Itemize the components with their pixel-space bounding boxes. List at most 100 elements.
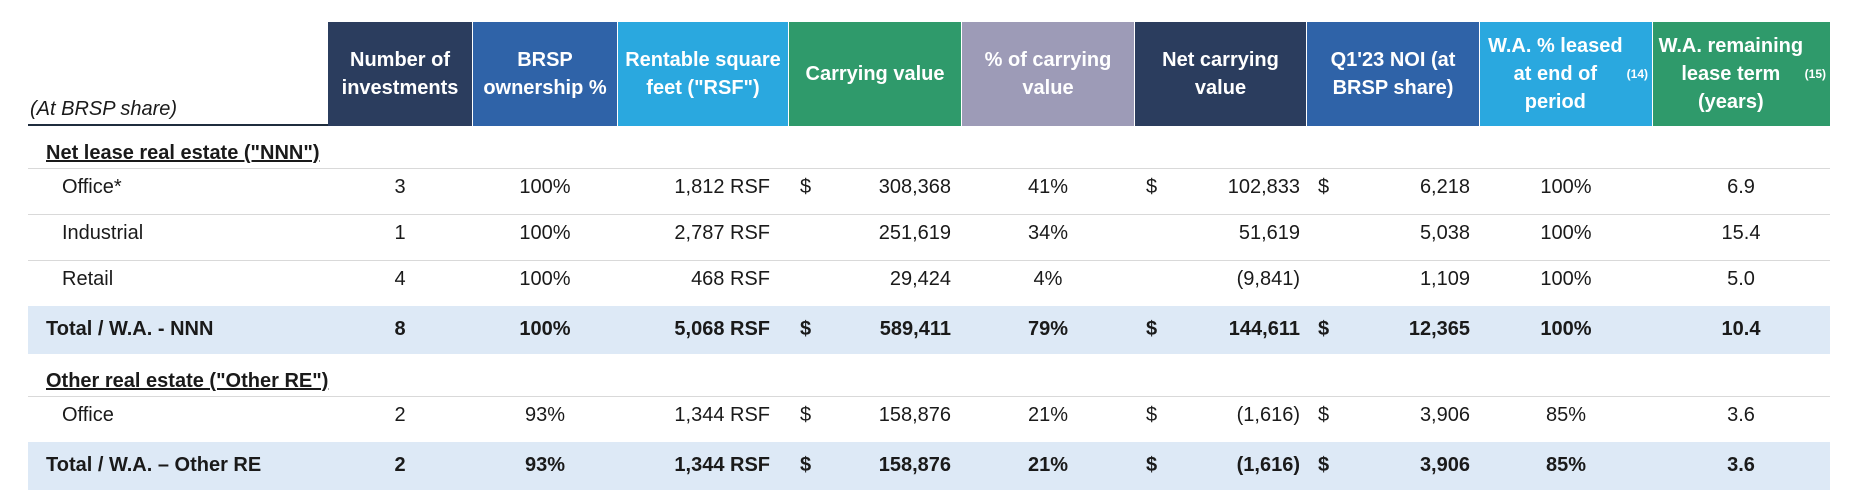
row-label: Retail xyxy=(62,268,114,290)
cell-noi: 12,365 xyxy=(1408,318,1470,340)
cell-carrying-value: 251,619 xyxy=(878,222,951,244)
column-header-label: Carrying value xyxy=(805,63,945,85)
column-header-label: Number of investments xyxy=(341,49,459,99)
cell-pct-carrying: 21% xyxy=(1027,454,1069,476)
cell-leased: 100% xyxy=(1540,222,1592,244)
cell-pct-carrying: 79% xyxy=(1027,318,1069,340)
column-header: Rentable square feet ("RSF") xyxy=(618,22,788,126)
total-row-band xyxy=(28,306,1830,354)
cell-noi-dollar: $ xyxy=(1318,404,1330,426)
cell-net-carrying-value: (1,616) xyxy=(1236,404,1300,426)
cell-noi-dollar: $ xyxy=(1318,454,1330,476)
cell-rsf: 468 RSF xyxy=(691,268,770,290)
cell-lease-term: 3.6 xyxy=(1727,404,1755,426)
cell-leased: 100% xyxy=(1540,176,1592,198)
cell-lease-term: 15.4 xyxy=(1721,222,1761,244)
cell-lease-term: 6.9 xyxy=(1727,176,1755,198)
cell-investments: 8 xyxy=(394,318,406,340)
cell-rsf: 1,344 RSF xyxy=(674,454,770,476)
column-header-label: Net carrying value xyxy=(1162,49,1279,99)
cell-rsf: 1,812 RSF xyxy=(674,176,770,198)
cell-ncv-dollar: $ xyxy=(1146,454,1158,476)
column-header: Number of investments xyxy=(328,22,472,126)
cell-ownership: 100% xyxy=(519,222,571,244)
cell-lease-term: 3.6 xyxy=(1727,454,1755,476)
cell-leased: 85% xyxy=(1545,454,1587,476)
row-divider xyxy=(28,214,1830,215)
cell-noi: 6,218 xyxy=(1419,176,1470,198)
cell-cv-dollar: $ xyxy=(800,176,812,198)
cell-leased: 100% xyxy=(1540,318,1592,340)
column-header-label: Rentable square feet ("RSF") xyxy=(625,49,781,99)
cell-noi-dollar: $ xyxy=(1318,176,1330,198)
total-row-band xyxy=(28,442,1830,490)
cell-carrying-value: 589,411 xyxy=(879,318,951,340)
share-note: (At BRSP share) xyxy=(30,98,178,120)
header-underline xyxy=(28,124,328,126)
row-label: Industrial xyxy=(62,222,144,244)
cell-pct-carrying: 4% xyxy=(1033,268,1063,290)
cell-net-carrying-value: 102,833 xyxy=(1227,176,1300,198)
cell-cv-dollar: $ xyxy=(800,454,812,476)
cell-rsf: 1,344 RSF xyxy=(674,404,770,426)
column-header-label: Q1'23 NOI (at BRSP share) xyxy=(1330,49,1456,99)
column-header: Net carrying value xyxy=(1135,22,1306,126)
cell-carrying-value: 308,368 xyxy=(878,176,951,198)
column-header-label: W.A. % leased at end of period xyxy=(1488,35,1623,113)
cell-investments: 4 xyxy=(394,268,406,290)
column-header: W.A. remaining lease term (years) (15) xyxy=(1653,22,1830,126)
cell-leased: 100% xyxy=(1540,268,1592,290)
row-label: Office* xyxy=(62,176,122,198)
column-header: W.A. % leased at end of period (14) xyxy=(1480,22,1652,126)
row-divider xyxy=(28,168,1830,169)
row-label: Office xyxy=(62,404,114,426)
cell-net-carrying-value: 51,619 xyxy=(1238,222,1300,244)
section-title: Other real estate ("Other RE") xyxy=(46,370,329,392)
cell-carrying-value: 158,876 xyxy=(878,404,951,426)
cell-investments: 2 xyxy=(394,404,406,426)
column-header-label: W.A. remaining lease term (years) xyxy=(1658,35,1804,113)
column-header: BRSP ownership % xyxy=(473,22,617,126)
cell-leased: 85% xyxy=(1545,404,1587,426)
cell-investments: 3 xyxy=(394,176,406,198)
column-header: % of carrying value xyxy=(962,22,1134,126)
column-header-label: BRSP ownership % xyxy=(483,49,607,99)
cell-ncv-dollar: $ xyxy=(1146,176,1158,198)
cell-ownership: 100% xyxy=(519,268,571,290)
cell-cv-dollar: $ xyxy=(800,404,812,426)
cell-carrying-value: 158,876 xyxy=(878,454,951,476)
cell-noi: 5,038 xyxy=(1419,222,1470,244)
row-divider xyxy=(28,396,1830,397)
cell-rsf: 2,787 RSF xyxy=(674,222,770,244)
cell-lease-term: 5.0 xyxy=(1727,268,1755,290)
cell-ncv-dollar: $ xyxy=(1146,404,1158,426)
column-header-label: % of carrying value xyxy=(984,49,1112,99)
cell-net-carrying-value: 144,611 xyxy=(1228,318,1300,340)
column-header: Carrying value xyxy=(789,22,961,126)
total-row-label: Total / W.A. - NNN xyxy=(46,318,214,340)
cell-net-carrying-value: (9,841) xyxy=(1236,268,1300,290)
column-header: Q1'23 NOI (at BRSP share) xyxy=(1307,22,1479,126)
cell-net-carrying-value: (1,616) xyxy=(1236,454,1300,476)
section-title: Net lease real estate ("NNN") xyxy=(46,142,320,164)
cell-rsf: 5,068 RSF xyxy=(674,318,770,340)
cell-ownership: 93% xyxy=(524,404,566,426)
cell-noi-dollar: $ xyxy=(1318,318,1330,340)
cell-noi: 3,906 xyxy=(1419,404,1470,426)
cell-noi: 3,906 xyxy=(1419,454,1470,476)
cell-lease-term: 10.4 xyxy=(1721,318,1761,340)
cell-ncv-dollar: $ xyxy=(1146,318,1158,340)
total-row-label: Total / W.A. – Other RE xyxy=(46,454,262,476)
cell-pct-carrying: 41% xyxy=(1027,176,1069,198)
cell-noi: 1,109 xyxy=(1419,268,1470,290)
cell-pct-carrying: 21% xyxy=(1027,404,1069,426)
cell-pct-carrying: 34% xyxy=(1027,222,1069,244)
cell-carrying-value: 29,424 xyxy=(889,268,951,290)
cell-ownership: 93% xyxy=(524,454,566,476)
cell-ownership: 100% xyxy=(519,176,571,198)
cell-investments: 1 xyxy=(394,222,406,244)
cell-ownership: 100% xyxy=(519,318,571,340)
cell-investments: 2 xyxy=(394,454,406,476)
cell-cv-dollar: $ xyxy=(800,318,812,340)
row-divider xyxy=(28,260,1830,261)
